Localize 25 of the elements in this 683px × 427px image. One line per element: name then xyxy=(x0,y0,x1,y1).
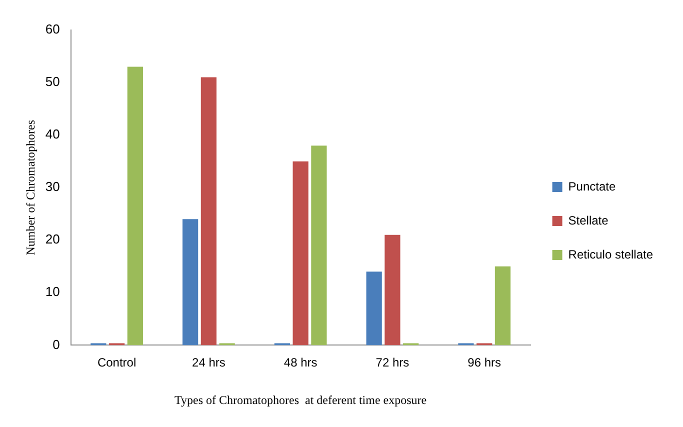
y-tick-label: 20 xyxy=(45,232,60,247)
bar xyxy=(311,146,327,346)
y-axis-title: Number of Chromatophores xyxy=(23,120,38,256)
y-tick-label: 30 xyxy=(45,179,60,194)
y-tick-label: 40 xyxy=(45,126,60,142)
x-tick-label: 72 hrs xyxy=(376,356,410,370)
legend-label: Punctate xyxy=(568,179,616,194)
bar xyxy=(127,66,143,346)
bar xyxy=(182,219,198,346)
legend-label: Stellate xyxy=(568,213,609,228)
y-tick-label: 10 xyxy=(45,284,60,300)
y-tick-label: 50 xyxy=(45,74,60,90)
x-tick-label: 48 hrs xyxy=(284,356,318,370)
bar xyxy=(366,272,382,346)
bar xyxy=(292,161,308,346)
y-tick-label: 0 xyxy=(52,336,60,352)
bar xyxy=(384,234,400,346)
bar xyxy=(494,266,511,346)
bar xyxy=(200,77,216,346)
x-tick-label: 24 hrs xyxy=(192,356,226,370)
x-tick-label: 96 hrs xyxy=(468,356,502,370)
legend-label: Reticulo stellate xyxy=(568,247,654,262)
x-axis-title: Types of Chromatophores at deferent time exposure xyxy=(174,392,427,407)
y-tick-label: 60 xyxy=(45,22,60,37)
x-tick-label: Control xyxy=(97,356,136,370)
